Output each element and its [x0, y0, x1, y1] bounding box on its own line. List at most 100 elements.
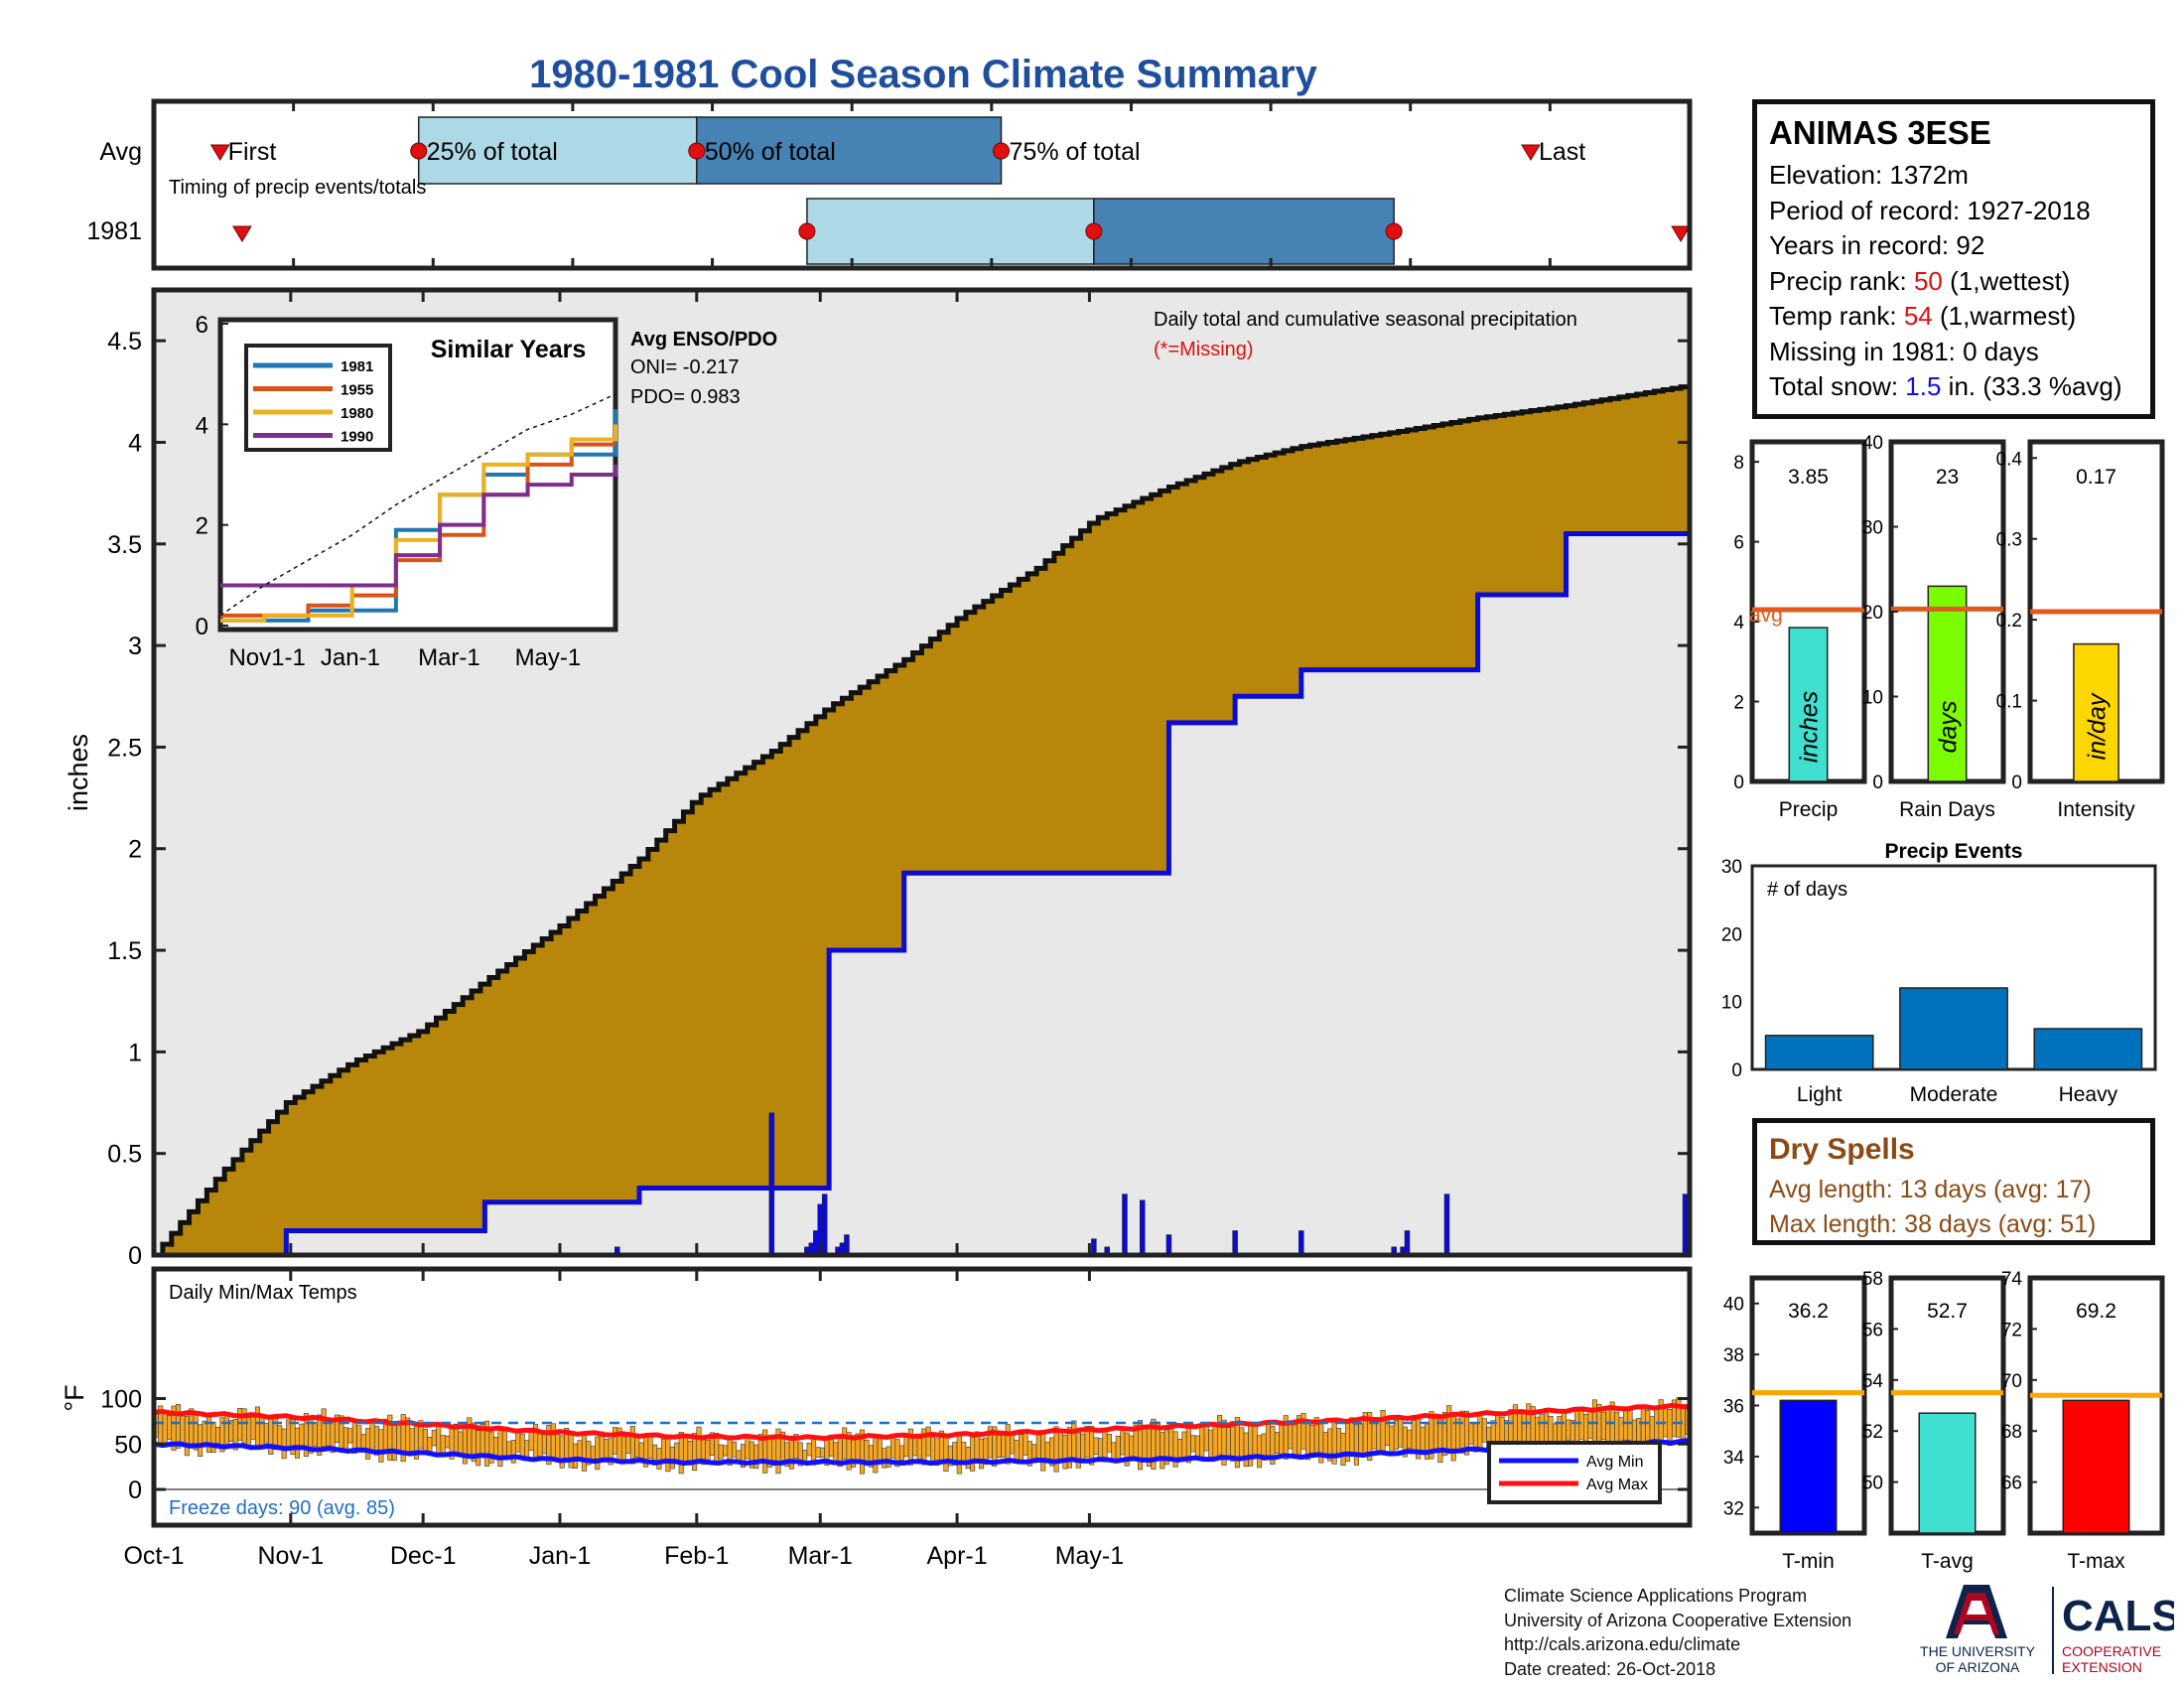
daily-temp-bar [819, 1447, 826, 1459]
daily-temp-bar [1407, 1429, 1413, 1450]
oni-value: ONI= -0.217 [630, 356, 740, 378]
precip-stat-tick: 20 [1862, 603, 1883, 624]
precip-stat-tick: 30 [1862, 518, 1883, 539]
daily-temp-bar [440, 1435, 446, 1455]
station-name: ANIMAS 3ESE [1769, 114, 1991, 151]
daily-temp-bar [1393, 1420, 1399, 1451]
temp-stat-tick: 70 [2001, 1371, 2022, 1392]
daily-temp-bar [1459, 1410, 1465, 1454]
daily-temp-bar [476, 1430, 481, 1467]
daily-temp-bar [391, 1423, 397, 1462]
cals-wordmark: CALS [2062, 1592, 2174, 1640]
daily-temp-bar [1257, 1435, 1263, 1469]
daily-temp-bar [515, 1430, 521, 1453]
daily-temp-bar [1058, 1429, 1064, 1463]
daily-temp-bar [898, 1445, 905, 1461]
daily-temp-bar [294, 1427, 300, 1459]
temp-y-label: °F [60, 1384, 89, 1411]
coop-line-2: EXTENSION [2062, 1659, 2142, 1675]
daily-temp-bar [1035, 1434, 1041, 1461]
daily-temp-bar [1160, 1432, 1165, 1470]
precip-stat-tick: 0.3 [1996, 530, 2022, 551]
events-category-label: Light [1797, 1083, 1843, 1106]
temp-stat-bar [2062, 1399, 2130, 1534]
daily-temp-bar [1093, 1437, 1099, 1455]
events-tick: 10 [1721, 993, 1742, 1014]
temp-stat-value: 52.7 [1927, 1300, 1968, 1323]
daily-temp-bar [833, 1442, 839, 1464]
daily-precip-bar [844, 1234, 850, 1256]
precip-stat-label: Precip [1779, 798, 1839, 821]
daily-temp-bar [1411, 1420, 1417, 1454]
precip-stat-bar [1788, 627, 1829, 782]
daily-precip-bar [1232, 1230, 1238, 1256]
daily-temp-bar [378, 1429, 384, 1463]
daily-temp-bar [492, 1437, 499, 1458]
total-snow: Total snow: 1.5 in. (33.3 %avg) [1769, 371, 2122, 401]
daily-temp-bar [497, 1429, 503, 1467]
events-title: Precip Events [1885, 840, 2023, 863]
inset-line-1955 [220, 442, 615, 618]
timing-row-avg: Avg [99, 138, 142, 166]
daily-temp-bar [660, 1438, 666, 1462]
date-tick-label: Jan-1 [529, 1542, 592, 1570]
temp-stat-label: T-avg [1921, 1550, 1974, 1573]
daily-temp-bar [595, 1436, 601, 1471]
daily-temp-bar [369, 1420, 375, 1453]
daily-temp-bar [956, 1435, 962, 1475]
daily-temp-bar [281, 1428, 287, 1460]
daily-temp-bar [877, 1438, 883, 1463]
daily-temp-bar [365, 1428, 371, 1460]
footer-line-4: Date created: 26-Oct-2018 [1504, 1658, 1716, 1679]
inset-x-tick-label: Nov1-1 [228, 644, 305, 671]
precip-rank: Precip rank: 50 (1,wettest) [1769, 265, 2071, 296]
daily-temp-bar [1279, 1423, 1285, 1457]
daily-temp-bar [1591, 1399, 1597, 1444]
timing-q25-q50-bar [417, 116, 698, 185]
inset-line-1990 [220, 464, 617, 588]
events-bar [1899, 987, 2008, 1070]
daily-temp-bar [629, 1426, 635, 1465]
daily-temp-bar [683, 1434, 689, 1466]
events-bar [1764, 1035, 1874, 1070]
daily-temp-bar [1309, 1424, 1315, 1454]
daily-temp-bar [1384, 1417, 1391, 1447]
temp-stat-tick: 68 [2001, 1422, 2022, 1443]
daily-temp-bar [1023, 1431, 1028, 1456]
daily-temp-bar [1225, 1427, 1231, 1459]
y-tick-label: 3.5 [107, 531, 142, 559]
temp-stat-tick: 74 [2001, 1269, 2023, 1290]
daily-temp-bar [1649, 1416, 1655, 1441]
daily-temp-bar [1217, 1415, 1223, 1456]
daily-temp-bar [162, 1411, 168, 1448]
events-y-label: # of days [1767, 879, 1847, 901]
daily-temp-bar [1071, 1420, 1077, 1460]
precip-stat-tick: 8 [1733, 453, 1744, 474]
daily-temp-bar [1322, 1432, 1328, 1455]
daily-temp-bar [445, 1435, 451, 1449]
daily-temp-bar [638, 1442, 644, 1459]
date-tick-label: May-1 [1055, 1542, 1124, 1570]
timing-first-label: First [228, 138, 277, 166]
ua-line-2: OF ARIZONA [1936, 1659, 2020, 1675]
avg-min-line [153, 1438, 1691, 1467]
daily-temp-bar [360, 1434, 366, 1449]
daily-temp-bar [1433, 1413, 1438, 1454]
precip-stat-label: Rain Days [1899, 798, 1995, 821]
daily-temp-bar [506, 1441, 512, 1458]
ua-line-1: THE UNIVERSITY [1920, 1643, 2036, 1659]
timing-quartile-marker [993, 142, 1011, 160]
daily-temp-bar [1587, 1409, 1593, 1440]
temp-stat-tick: 40 [1723, 1295, 1744, 1316]
timing-first-last-marker [232, 225, 252, 242]
dry-avg-length: Avg length: 13 days (avg: 17) [1769, 1176, 2092, 1203]
inset-y-tick-label: 6 [196, 312, 208, 339]
events-tick: 0 [1731, 1060, 1742, 1081]
daily-temp-bar [1663, 1405, 1669, 1438]
inset-legend-label: 1955 [341, 382, 373, 399]
daily-temp-bar [1667, 1408, 1673, 1447]
daily-temp-bar [180, 1414, 186, 1446]
daily-temp-bar [528, 1432, 534, 1451]
daily-precip-bar [1122, 1194, 1128, 1256]
precip-stat-bar [2073, 642, 2119, 782]
